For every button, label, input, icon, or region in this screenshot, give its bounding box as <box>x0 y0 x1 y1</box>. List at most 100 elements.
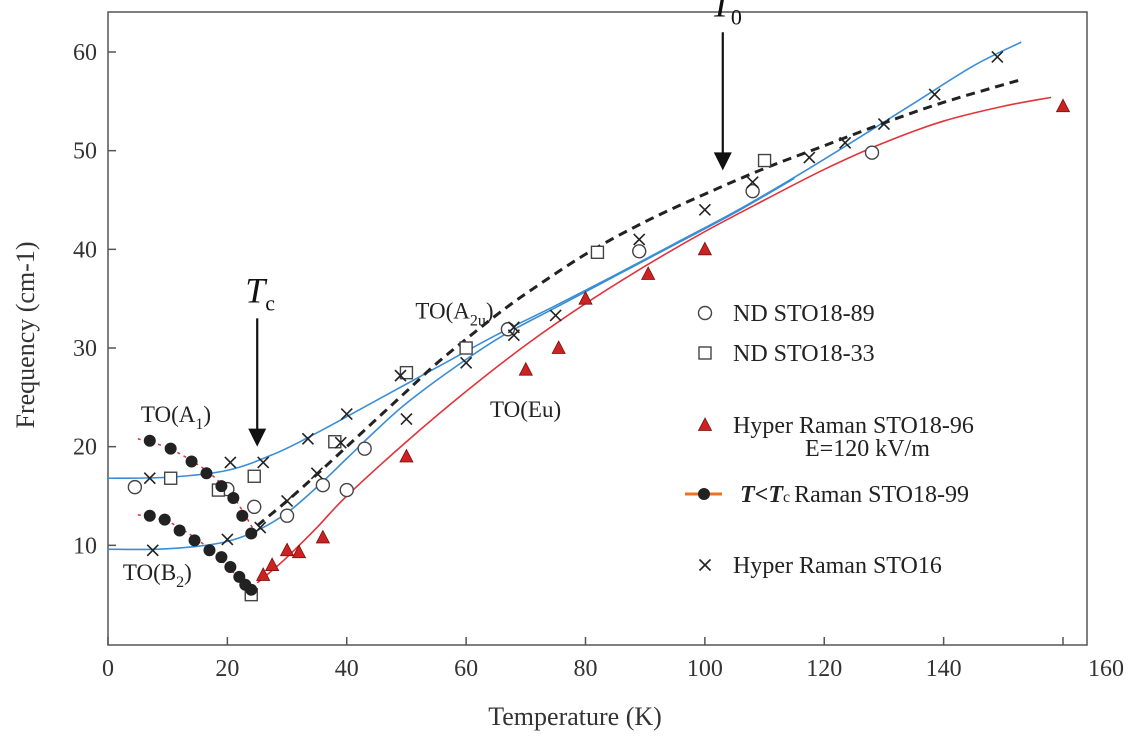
cross-stroke <box>803 151 816 164</box>
y-tick-label: 50 <box>73 139 97 165</box>
curve-black-dashed <box>256 78 1022 527</box>
data-point <box>839 136 852 149</box>
data-point <box>339 482 354 498</box>
data-point <box>864 145 880 160</box>
y-tick-label: 20 <box>73 435 97 461</box>
data-point <box>224 561 237 574</box>
legend-label: ND STO18-33 <box>733 341 875 367</box>
cross-stroke <box>301 432 315 445</box>
x-tick-label: 140 <box>926 656 962 682</box>
curve-label-main: TO(Eu) <box>490 397 561 422</box>
data-point <box>143 472 156 485</box>
cross-stroke <box>698 203 711 216</box>
data-point <box>991 50 1004 63</box>
curve-blue-upper <box>107 41 1022 480</box>
data-point <box>236 509 249 522</box>
curve-label-main: TO(B <box>123 560 176 585</box>
curve-red-solid <box>256 96 1052 584</box>
curve-red-dotted-upper <box>137 438 258 538</box>
data-point <box>633 233 646 246</box>
data-markers <box>127 50 1071 602</box>
data-point <box>227 491 240 504</box>
data-point <box>143 509 156 522</box>
arrow-label-main: T <box>245 270 268 310</box>
curve-label: TO(B2) <box>123 560 192 591</box>
arrow-head <box>713 152 732 171</box>
data-point <box>203 544 216 557</box>
data-point <box>697 241 713 256</box>
legend-label: ND STO18-89 <box>733 301 875 327</box>
arrow-label-sub: 0 <box>731 4 742 29</box>
data-point <box>757 153 772 168</box>
axis-ticks: 0 20 40 60 80 100 120 140 160 10 20 30 40 50 60 <box>73 40 1124 682</box>
data-point <box>400 412 413 426</box>
data-point <box>173 524 186 537</box>
data-point <box>301 432 315 445</box>
curve-label-end: ) <box>486 298 494 323</box>
data-point <box>518 361 533 376</box>
x-tick-label: 20 <box>215 656 239 682</box>
legend-prefix: T<T <box>740 482 784 508</box>
series-0 <box>127 145 880 523</box>
legend-sublabel: E=120 kV/m <box>805 436 930 462</box>
cross-stroke <box>991 50 1004 63</box>
cross-stroke <box>254 521 267 534</box>
legend-item: Hyper Raman STO18-96E=120 kV/m <box>697 413 974 462</box>
legend-prefix-sub: c <box>783 489 794 506</box>
data-point <box>215 480 228 493</box>
x-tick-label: 40 <box>335 656 359 682</box>
cross-stroke <box>146 544 159 557</box>
data-point <box>928 88 941 101</box>
legend-item: T<Tc Raman STO18-99 <box>685 482 969 508</box>
data-point <box>399 448 414 463</box>
series-3 <box>143 434 258 596</box>
data-point <box>507 329 520 342</box>
data-point <box>127 479 143 495</box>
data-point <box>334 436 347 449</box>
data-point <box>803 151 816 164</box>
data-point <box>245 583 258 596</box>
curve-label-sub: 2u <box>470 312 486 329</box>
data-point <box>459 341 473 355</box>
cross-stroke <box>633 233 646 246</box>
data-point <box>164 442 177 455</box>
cross-stroke <box>460 356 473 369</box>
x-axis-label: Temperature (K) <box>488 702 662 731</box>
data-point <box>185 455 198 468</box>
curve-label-end: ) <box>203 402 211 427</box>
arrow-label-main: T <box>711 0 734 24</box>
cross-stroke <box>698 558 712 572</box>
x-tick-label: 0 <box>102 656 114 682</box>
curve-label: TO(Eu) <box>490 397 561 422</box>
data-point <box>146 544 159 557</box>
data-point <box>578 290 593 305</box>
arrow-head <box>248 428 267 447</box>
legend: ND STO18-89 ND STO18-33 Hyper Raman STO18-… <box>685 301 974 579</box>
data-point <box>221 533 234 546</box>
data-point <box>315 477 331 493</box>
data-point <box>158 513 171 526</box>
cross-stroke <box>310 467 323 480</box>
data-point <box>143 434 156 447</box>
cross-stroke <box>400 412 413 426</box>
plot-area-border <box>107 11 1088 646</box>
data-point <box>590 245 605 259</box>
data-point <box>1055 98 1071 113</box>
legend-marker <box>697 305 713 321</box>
legend-marker <box>698 346 712 360</box>
data-point <box>264 557 280 571</box>
cross-stroke <box>143 472 156 485</box>
data-point <box>310 467 323 480</box>
data-point <box>357 441 372 456</box>
data-point <box>254 521 267 534</box>
legend-item: Hyper Raman STO16 <box>698 553 942 579</box>
legend-name: Raman STO18-99 <box>794 482 969 508</box>
legend-label: T<Tc Raman STO18-99 <box>740 482 969 508</box>
legend-marker <box>698 488 710 500</box>
data-point <box>551 340 566 354</box>
data-point <box>549 309 562 322</box>
cross-stroke <box>394 369 407 382</box>
plot-frame <box>107 11 1088 646</box>
series-2 <box>256 98 1071 581</box>
